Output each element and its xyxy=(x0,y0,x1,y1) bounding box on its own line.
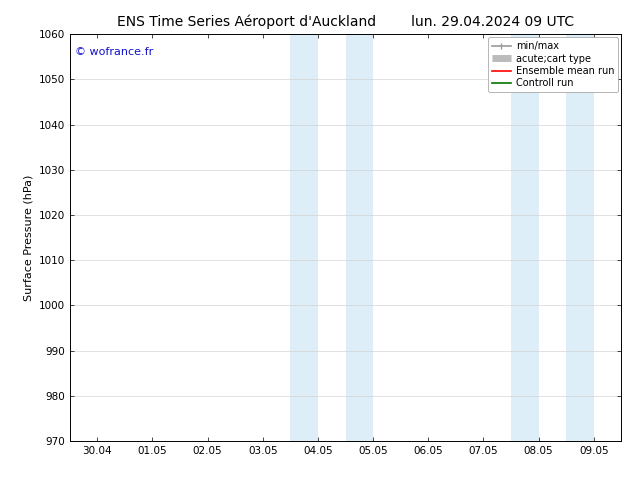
Y-axis label: Surface Pressure (hPa): Surface Pressure (hPa) xyxy=(23,174,33,301)
Text: © wofrance.fr: © wofrance.fr xyxy=(75,47,153,56)
Bar xyxy=(511,34,538,441)
Bar xyxy=(290,34,318,441)
Legend: min/max, acute;cart type, Ensemble mean run, Controll run: min/max, acute;cart type, Ensemble mean … xyxy=(488,37,618,92)
Bar xyxy=(346,34,373,441)
Bar xyxy=(566,34,593,441)
Title: ENS Time Series Aéroport d'Auckland        lun. 29.04.2024 09 UTC: ENS Time Series Aéroport d'Auckland lun.… xyxy=(117,15,574,29)
